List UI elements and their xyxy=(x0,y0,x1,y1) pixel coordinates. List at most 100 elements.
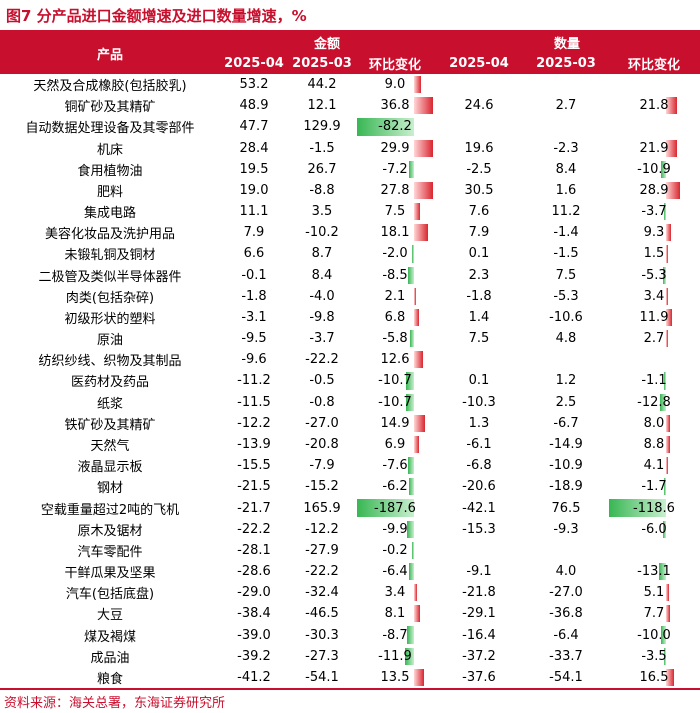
product-name-cell: 汽车(包括底盘) xyxy=(65,587,155,603)
amount-change-bar xyxy=(409,478,414,496)
amount-change-value: -7.6 xyxy=(382,458,408,474)
quantity-change-value: 21.8 xyxy=(639,98,669,114)
quantity-change-cell: 2.7 xyxy=(608,328,700,349)
product-name-cell: 钢材 xyxy=(96,481,123,497)
amount-change-bar xyxy=(414,584,417,602)
amount-change-cell: -8.5 xyxy=(356,265,434,286)
amount-change-bar xyxy=(407,266,414,284)
data-table: 产品 金额 数量 2025-04 2025-03 环比变化 2025-04 20… xyxy=(0,32,700,688)
amount-2025-03-cell: -32.4 xyxy=(305,585,339,601)
table-row: 原木及锯材 -22.2 -12.2 -9.9 -15.3 -9.3 -6.0 xyxy=(0,519,700,540)
amount-change-cell: 3.4 xyxy=(356,582,434,603)
amount-change-value: 27.8 xyxy=(380,182,410,198)
table-row: 铜矿砂及其精矿 48.9 12.1 36.8 24.6 2.7 21.8 xyxy=(0,95,700,116)
amount-change-cell: 9.0 xyxy=(356,74,434,95)
quantity-change-cell: 28.9 xyxy=(608,180,700,201)
amount-2025-04-cell: -9.5 xyxy=(241,331,267,347)
amount-change-bar xyxy=(408,160,414,178)
quantity-change-bar xyxy=(659,393,666,411)
quantity-change-bar xyxy=(661,626,666,644)
amount-change-cell: -7.6 xyxy=(356,455,434,476)
quantity-change-cell xyxy=(608,74,700,95)
quantity-2025-03-cell: -9.3 xyxy=(553,521,579,537)
quantity-change-bar xyxy=(666,287,668,305)
product-name-cell: 铜矿砂及其精矿 xyxy=(64,100,156,116)
quantity-2025-04-cell: -2.5 xyxy=(466,161,492,177)
quantity-2025-04-cell: -20.6 xyxy=(462,479,496,495)
quantity-2025-03-cell: -33.7 xyxy=(549,648,583,664)
product-name-cell: 铁矿砂及其精矿 xyxy=(64,417,156,433)
amount-2025-03-cell: 26.7 xyxy=(307,161,337,177)
quantity-change-cell: 7.7 xyxy=(608,603,700,624)
table-row: 自动数据处理设备及其零部件 47.7 129.9 -82.2 xyxy=(0,116,700,137)
product-name-cell: 汽车零配件 xyxy=(77,544,143,560)
quantity-2025-04-cell: -37.6 xyxy=(462,669,496,685)
amount-2025-04-cell: -12.2 xyxy=(237,415,271,431)
amount-change-bar xyxy=(414,97,433,115)
quantity-2025-03-cell: 11.2 xyxy=(551,204,581,220)
quantity-2025-03-cell: 7.5 xyxy=(555,267,577,283)
table-row: 煤及褐煤 -39.0 -30.3 -8.7 -16.4 -6.4 -10.0 xyxy=(0,624,700,645)
quantity-2025-04-cell: 0.1 xyxy=(468,246,490,262)
table-row: 铁矿砂及其精矿 -12.2 -27.0 14.9 1.3 -6.7 8.0 xyxy=(0,413,700,434)
quantity-2025-04-cell: 30.5 xyxy=(464,182,494,198)
amount-2025-03-cell: -27.0 xyxy=(305,415,339,431)
title-rule xyxy=(0,30,700,32)
amount-2025-03-cell: -4.0 xyxy=(309,288,335,304)
amount-2025-04-cell: -38.4 xyxy=(237,606,271,622)
amount-change-cell: 2.1 xyxy=(356,286,434,307)
table-row: 天然气 -13.9 -20.8 6.9 -6.1 -14.9 8.8 xyxy=(0,434,700,455)
quantity-change-cell: -5.3 xyxy=(608,265,700,286)
table-row: 天然及合成橡胶(包括胶乳) 53.2 44.2 9.0 xyxy=(0,74,700,95)
quantity-change-value: 3.4 xyxy=(643,288,665,304)
amount-2025-03-cell: -12.2 xyxy=(305,521,339,537)
amount-change-bar xyxy=(406,520,414,538)
header-amount-group: 金额 xyxy=(220,32,434,53)
amount-2025-03-cell: -27.9 xyxy=(305,542,339,558)
amount-2025-03-cell: -10.2 xyxy=(305,225,339,241)
quantity-2025-03-cell: -54.1 xyxy=(549,669,583,685)
amount-2025-03-cell: -30.3 xyxy=(305,627,339,643)
table-row: 集成电路 11.1 3.5 7.5 7.6 11.2 -3.7 xyxy=(0,201,700,222)
amount-change-value: -10.7 xyxy=(378,373,412,389)
quantity-2025-03-cell: -6.4 xyxy=(553,627,579,643)
table-row: 纺织纱线、织物及其制品 -9.6 -22.2 12.6 xyxy=(0,349,700,370)
amount-change-value: -2.0 xyxy=(382,246,408,262)
quantity-change-value: -13.1 xyxy=(637,564,671,580)
amount-change-bar xyxy=(409,562,414,581)
amount-change-bar xyxy=(414,224,428,242)
amount-2025-04-cell: -39.0 xyxy=(237,627,271,643)
amount-2025-04-cell: -41.2 xyxy=(237,669,271,685)
amount-change-cell: 8.1 xyxy=(356,603,434,624)
header-amount-change: 环比变化 xyxy=(356,53,434,74)
header-product: 产品 xyxy=(0,32,220,74)
header-row-groups: 产品 金额 数量 xyxy=(0,32,700,74)
amount-change-cell: 6.8 xyxy=(356,307,434,328)
amount-change-value: -6.2 xyxy=(382,479,408,495)
amount-change-bar xyxy=(357,118,414,136)
amount-2025-03-cell: -22.2 xyxy=(305,352,339,368)
amount-change-cell: 29.9 xyxy=(356,138,434,159)
quantity-2025-03-cell: -1.5 xyxy=(553,246,579,262)
quantity-2025-04-cell: 7.5 xyxy=(468,331,490,347)
quantity-2025-04-cell: -21.8 xyxy=(462,585,496,601)
table-row: 二极管及类似半导体器件 -0.1 8.4 -8.5 2.3 7.5 -5.3 xyxy=(0,265,700,286)
amount-change-cell: 7.5 xyxy=(356,201,434,222)
amount-change-bar xyxy=(414,351,424,369)
amount-2025-03-cell: -0.5 xyxy=(309,373,335,389)
amount-change-value: 36.8 xyxy=(380,98,410,114)
quantity-2025-03-cell: 1.2 xyxy=(555,373,577,389)
header-quantity-2025-04: 2025-04 xyxy=(434,53,524,74)
quantity-change-value: 21.9 xyxy=(639,140,669,156)
quantity-2025-03-cell: -6.7 xyxy=(553,415,579,431)
quantity-change-value: 5.1 xyxy=(643,585,665,601)
quantity-change-cell xyxy=(608,540,700,561)
quantity-change-value: -3.7 xyxy=(641,204,667,220)
amount-change-cell: -11.9 xyxy=(356,646,434,667)
amount-2025-04-cell: 28.4 xyxy=(239,140,269,156)
amount-change-cell: -7.2 xyxy=(356,159,434,180)
quantity-2025-03-cell: -10.9 xyxy=(549,458,583,474)
amount-change-cell: -2.0 xyxy=(356,243,434,264)
quantity-change-bar xyxy=(609,499,666,517)
amount-change-value: 9.0 xyxy=(384,77,406,93)
